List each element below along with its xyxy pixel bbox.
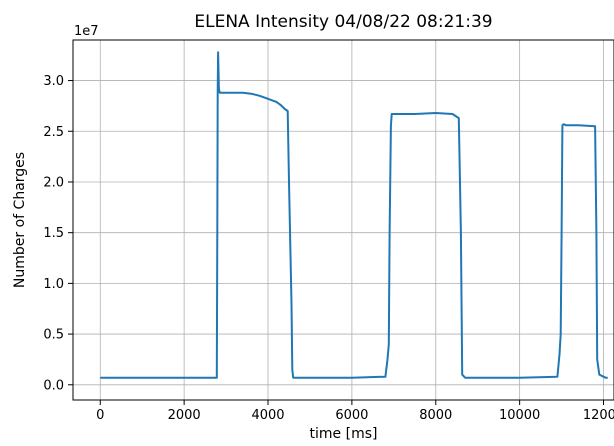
- y-axis-label: Number of Charges: [12, 152, 28, 288]
- x-tick-label: 10000: [499, 408, 540, 423]
- x-axis-label: time [ms]: [310, 426, 378, 442]
- x-tick-label: 0: [96, 408, 104, 423]
- x-tick-label: 4000: [251, 408, 284, 423]
- grid: [73, 40, 614, 400]
- plot-frame: [72, 39, 614, 401]
- chart-title: ELENA Intensity 04/08/22 08:21:39: [194, 12, 492, 32]
- x-tick-label: 8000: [419, 408, 452, 423]
- y-tick-label: 2.5: [43, 125, 64, 140]
- y-tick-label: 0.0: [43, 378, 64, 393]
- y-axis-multiplier: 1e7: [74, 24, 99, 39]
- y-tick-label: 3.0: [43, 74, 64, 89]
- intensity-series-line: [100, 51, 608, 379]
- series-layer: [100, 51, 608, 379]
- y-tick-label: 2.0: [43, 175, 64, 190]
- y-axis-ticks: 0.0 0.5 1.0 1.5 2.0 2.5 3.0: [43, 74, 73, 393]
- y-tick-label: 1.0: [43, 277, 64, 292]
- x-tick-label: 2000: [168, 408, 201, 423]
- y-tick-label: 1.5: [43, 226, 64, 241]
- x-tick-label: 6000: [335, 408, 368, 423]
- y-tick-label: 0.5: [43, 328, 64, 343]
